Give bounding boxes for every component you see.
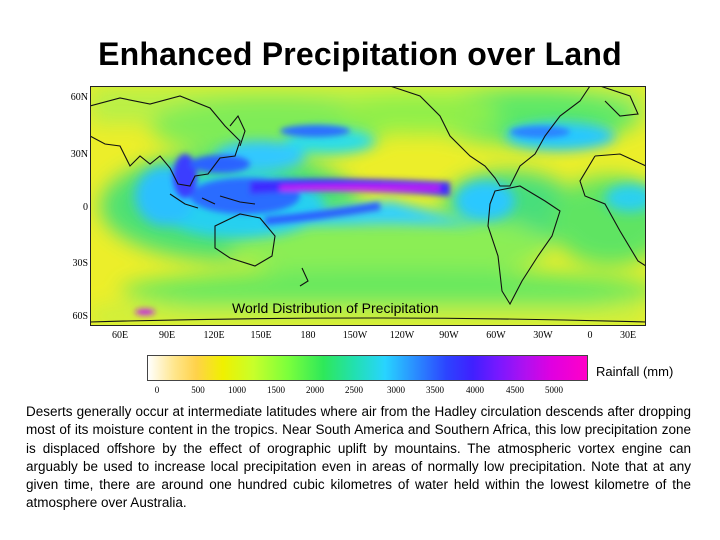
colorbar-tick: 1500 [267,385,285,395]
colorbar-ticks: 0 500 1000 1500 2000 2500 3000 3500 4000… [147,385,588,397]
colorbar-tick: 0 [154,385,160,395]
lon-label-60e: 60E [111,330,129,341]
map-caption: World Distribution of Precipitation [232,300,439,316]
body-paragraph: Deserts generally occur at intermediate … [26,404,691,511]
lon-label-120e: 120E [203,330,225,341]
lon-label-180: 180 [300,330,316,341]
colorbar-tick: 4500 [506,385,524,395]
colorbar-tick: 1000 [228,385,246,395]
lon-label-30w: 30W [533,330,553,341]
rainfall-colorbar [147,355,588,381]
colorbar-tick: 5000 [545,385,563,395]
precipitation-map-image [90,86,646,326]
lon-label-60w: 60W [486,330,506,341]
colorbar-tick: 2000 [306,385,324,395]
colorbar-tick: 4000 [466,385,484,395]
lon-label-150e: 150E [250,330,272,341]
lon-label-90w: 90W [439,330,459,341]
colorbar-tick: 3000 [387,385,405,395]
lat-label-30s: 30S [72,258,88,269]
lon-label-120w: 120W [389,330,415,341]
colorbar-tick: 3500 [426,385,444,395]
lon-label-0: 0 [587,330,593,341]
lat-label-60n: 60N [70,92,88,103]
precipitation-map: 60N 30N 0 30S 60S [60,86,648,328]
lat-label-equator: 0 [83,202,88,213]
lat-label-30n: 30N [70,149,88,160]
longitude-axis: 60E 90E 120E 150E 180 150W 120W 90W 60W … [90,330,646,344]
colorbar-label: Rainfall (mm) [596,364,674,379]
lon-label-90e: 90E [158,330,176,341]
lat-label-60s: 60S [72,311,88,322]
lon-label-30e: 30E [619,330,637,341]
colorbar-tick: 500 [191,385,205,395]
page-title: Enhanced Precipitation over Land [98,36,622,72]
colorbar-tick: 2500 [345,385,363,395]
lon-label-150w: 150W [342,330,368,341]
